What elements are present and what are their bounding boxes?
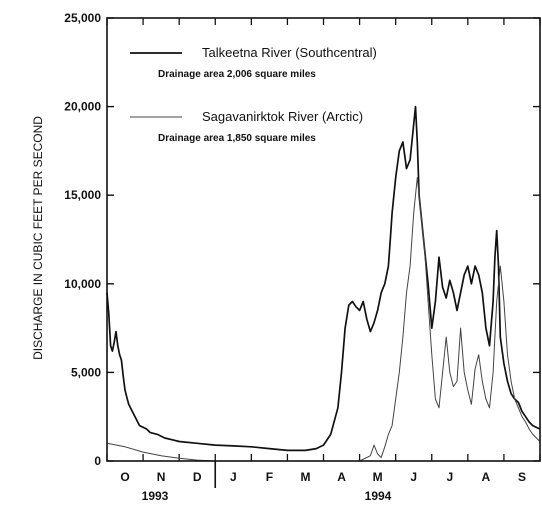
- year-label-1994: 1994: [365, 489, 392, 503]
- legend: Talkeetna River (Southcentral) Drainage …: [130, 45, 377, 144]
- month-label: N: [157, 470, 166, 484]
- month-label: M: [300, 470, 310, 484]
- month-label: A: [337, 470, 346, 484]
- y-tick-label: 25,000: [64, 11, 101, 25]
- series-line-talkeetna: [106, 105, 541, 452]
- y-tick-label: 15,000: [64, 188, 101, 202]
- y-ticks: 0 5,000 10,000 15,000 20,000 25,000: [64, 11, 540, 468]
- legend-label-talkeetna: Talkeetna River (Southcentral): [202, 45, 377, 60]
- y-tick-label: 0: [94, 454, 101, 468]
- month-label: A: [482, 470, 491, 484]
- month-label: S: [518, 470, 526, 484]
- legend-label-sagavanirktok: Sagavanirktok River (Arctic): [202, 109, 363, 124]
- y-tick-label: 20,000: [64, 100, 101, 114]
- month-label: J: [410, 470, 417, 484]
- month-label: D: [193, 470, 202, 484]
- plot-frame: [106, 17, 541, 462]
- legend-note-talkeetna: Drainage area 2,006 square miles: [158, 69, 316, 80]
- month-label: J: [446, 470, 453, 484]
- month-label: F: [266, 470, 273, 484]
- y-axis-title: DISCHARGE IN CUBIC FEET PER SECOND: [31, 116, 45, 360]
- month-label: J: [230, 470, 237, 484]
- month-label: M: [373, 470, 383, 484]
- series-line-sagavanirktok: [106, 177, 541, 462]
- y-tick-label: 10,000: [64, 277, 101, 291]
- year-label-1993: 1993: [142, 489, 169, 503]
- series-layer: [106, 105, 541, 462]
- y-tick-label: 5,000: [71, 365, 101, 379]
- legend-note-sagavanirktok: Drainage area 1,850 square miles: [158, 133, 316, 144]
- month-label: O: [120, 470, 129, 484]
